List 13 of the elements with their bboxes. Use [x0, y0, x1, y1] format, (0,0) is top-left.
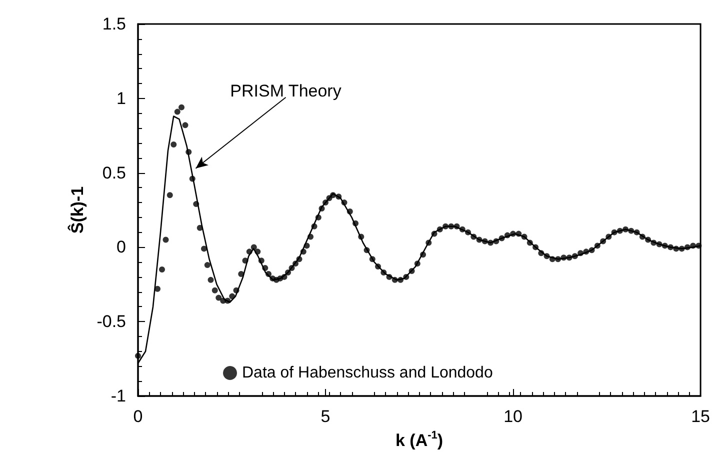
x-tick-label: 0: [133, 407, 143, 426]
y-tick-label: 0: [116, 238, 126, 257]
y-tick-label: 1: [116, 88, 126, 108]
x-tick-label: 5: [320, 407, 330, 426]
legend-label: Data of Habenschuss and Londodo: [242, 364, 493, 382]
y-tick-label: 0.5: [102, 163, 126, 182]
y-tick-label: 1.5: [102, 14, 126, 34]
y-tick-label: -0.5: [96, 312, 126, 332]
y-axis-title: Ŝ(k)-1: [66, 186, 87, 234]
x-tick-label: 15: [691, 407, 710, 426]
annotation: PRISM Theory: [230, 82, 342, 101]
x-tick-label: 10: [504, 407, 522, 426]
y-tick-label: -1: [110, 386, 126, 406]
